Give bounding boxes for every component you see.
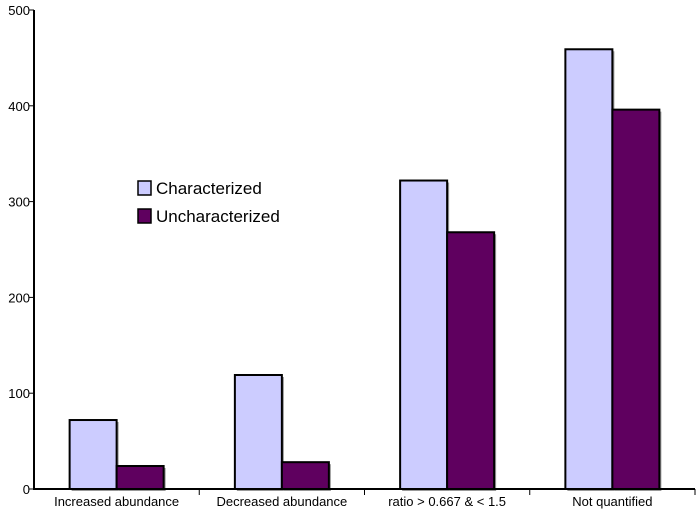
x-tick-label: ratio > 0.667 & < 1.5 [388, 494, 506, 509]
x-tick-label: Decreased abundance [216, 494, 347, 509]
y-tick-label: 300 [8, 195, 30, 210]
bar-uncharacterized [446, 231, 496, 490]
bar-uncharacterized [611, 108, 661, 491]
y-tick-label: 200 [8, 290, 30, 305]
legend-label: Characterized [156, 179, 262, 198]
bar-characterized [233, 373, 283, 490]
bar-uncharacterized [280, 461, 330, 490]
bar-uncharacterized [115, 465, 165, 490]
x-tick-label: Not quantified [572, 494, 652, 509]
legend-swatch [137, 208, 152, 224]
bar-characterized [399, 179, 449, 491]
y-tick-label: 500 [8, 3, 30, 18]
legend-label: Uncharacterized [156, 207, 280, 226]
y-tick-label: 400 [8, 99, 30, 114]
legend-swatch [137, 180, 152, 196]
y-tick-label: 0 [23, 482, 30, 497]
bar-characterized [68, 419, 118, 490]
bar-characterized [564, 48, 614, 490]
y-tick-label: 100 [8, 386, 30, 401]
x-tick-label: Increased abundance [54, 494, 179, 509]
